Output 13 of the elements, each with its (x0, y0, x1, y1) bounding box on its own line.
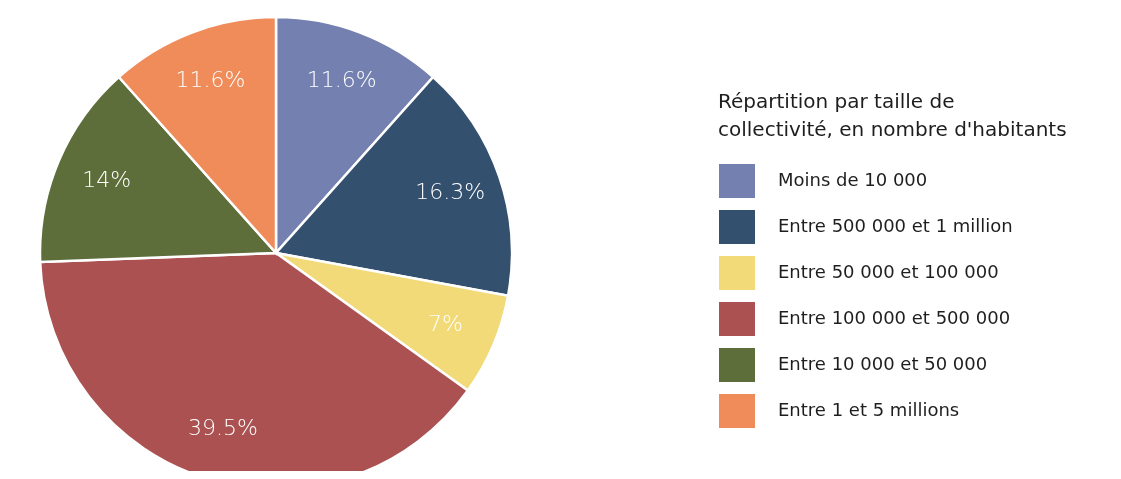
legend-label: Entre 100 000 et 500 000 (778, 307, 1011, 328)
data-label: 7% (427, 311, 463, 337)
data-label: 11.6% (306, 67, 377, 93)
legend-label: Moins de 10 000 (778, 169, 928, 190)
legend-label: Entre 50 000 et 100 000 (778, 261, 999, 282)
legend-label: Entre 10 000 et 50 000 (778, 353, 988, 374)
data-label: 11.6% (175, 67, 246, 93)
data-label: 16.3% (415, 179, 486, 205)
legend-label: Entre 500 000 et 1 million (778, 215, 1013, 236)
data-label: 39.5% (188, 415, 258, 441)
legend-title: Répartition par taille de collectivité, en nombre d'habitants (718, 89, 1067, 141)
data-label: 14% (82, 166, 132, 192)
legend-label: Entre 1 et 5 millions (778, 399, 960, 420)
